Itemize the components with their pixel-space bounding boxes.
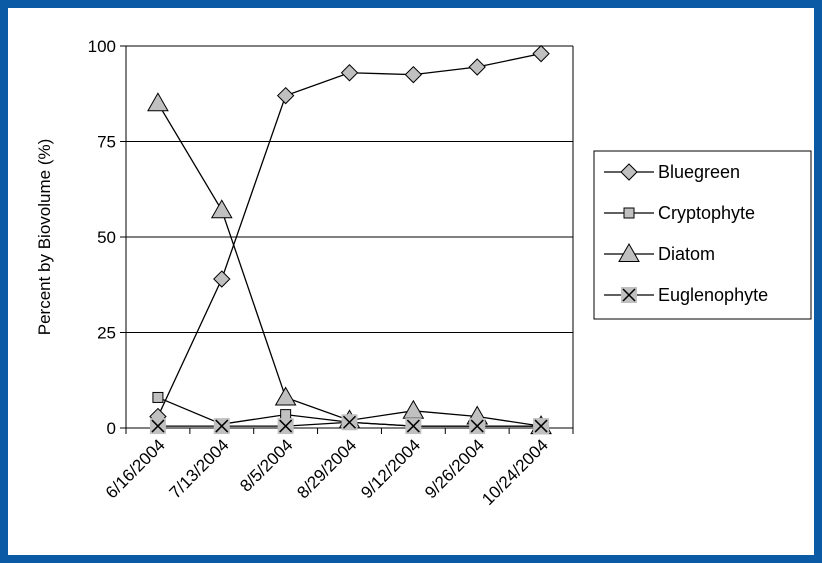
data-point-square [623, 207, 635, 219]
data-point-triangle [210, 199, 233, 219]
data-point-x-stroke [151, 419, 165, 433]
y-tick-label: 100 [88, 37, 116, 56]
legend-entry-euglenophyte: Euglenophyte [658, 285, 768, 305]
data-point-x [405, 418, 422, 435]
data-point-x-stroke [279, 419, 293, 433]
data-point-x [213, 418, 230, 435]
y-axis-title: Percent by Biovolume (%) [35, 139, 54, 336]
data-point-triangle [274, 386, 297, 406]
data-point-x-stroke [406, 419, 420, 433]
y-tick-label: 0 [107, 419, 116, 438]
data-point-x-stroke [215, 419, 229, 433]
legend-entry-diatom: Diatom [658, 244, 715, 264]
y-tick-labels: 0 25 50 75 100 [88, 37, 116, 438]
data-point-x [341, 414, 358, 431]
x-tick-label: 8/5/2004 [236, 435, 296, 495]
data-point-x [149, 418, 166, 435]
x-tick-label: 10/24/2004 [478, 435, 552, 509]
data-point-x-stroke [470, 419, 484, 433]
axes [120, 45, 574, 434]
data-point-x-stroke [622, 288, 636, 302]
data-point-x [469, 418, 486, 435]
x-tick-label: 6/16/2004 [102, 435, 169, 502]
data-point-triangle [618, 242, 640, 262]
data-point-x-stroke [342, 415, 357, 429]
y-tick-label: 25 [97, 324, 116, 343]
data-point-x [621, 287, 637, 303]
series-group [147, 44, 552, 435]
data-point-triangle [402, 399, 425, 419]
data-point-diamond [620, 163, 638, 181]
data-point-diamond [468, 58, 486, 76]
legend: Bluegreen Cryptophyte Diatom Euglenophyte [593, 150, 812, 320]
data-point-diamond [213, 270, 231, 288]
series-line-bluegreen [157, 53, 542, 417]
data-point-square [152, 391, 164, 403]
series-line-diatom [157, 102, 542, 427]
x-tick-label: 9/12/2004 [357, 435, 424, 502]
chart-area: 0 25 50 75 100 6/16/2004 7/13/2004 8/5/2004 8/2… [8, 8, 814, 555]
x-tick-label: 7/13/2004 [166, 435, 233, 502]
data-point-x [277, 418, 294, 435]
data-point-diamond [404, 65, 423, 84]
gridlines [126, 45, 573, 429]
legend-entry-cryptophyte: Cryptophyte [658, 203, 755, 223]
data-point-x-stroke [534, 419, 548, 433]
legend-entry-bluegreen: Bluegreen [658, 162, 740, 182]
y-tick-label: 75 [97, 133, 116, 152]
data-point-diamond [276, 86, 295, 105]
x-tick-label: 8/29/2004 [293, 435, 360, 502]
data-point-x [533, 418, 550, 435]
data-point-triangle [147, 92, 169, 112]
data-point-diamond [532, 44, 550, 63]
data-point-diamond [340, 64, 359, 82]
y-tick-label: 50 [97, 228, 116, 247]
x-tick-label: 9/26/2004 [421, 435, 488, 502]
